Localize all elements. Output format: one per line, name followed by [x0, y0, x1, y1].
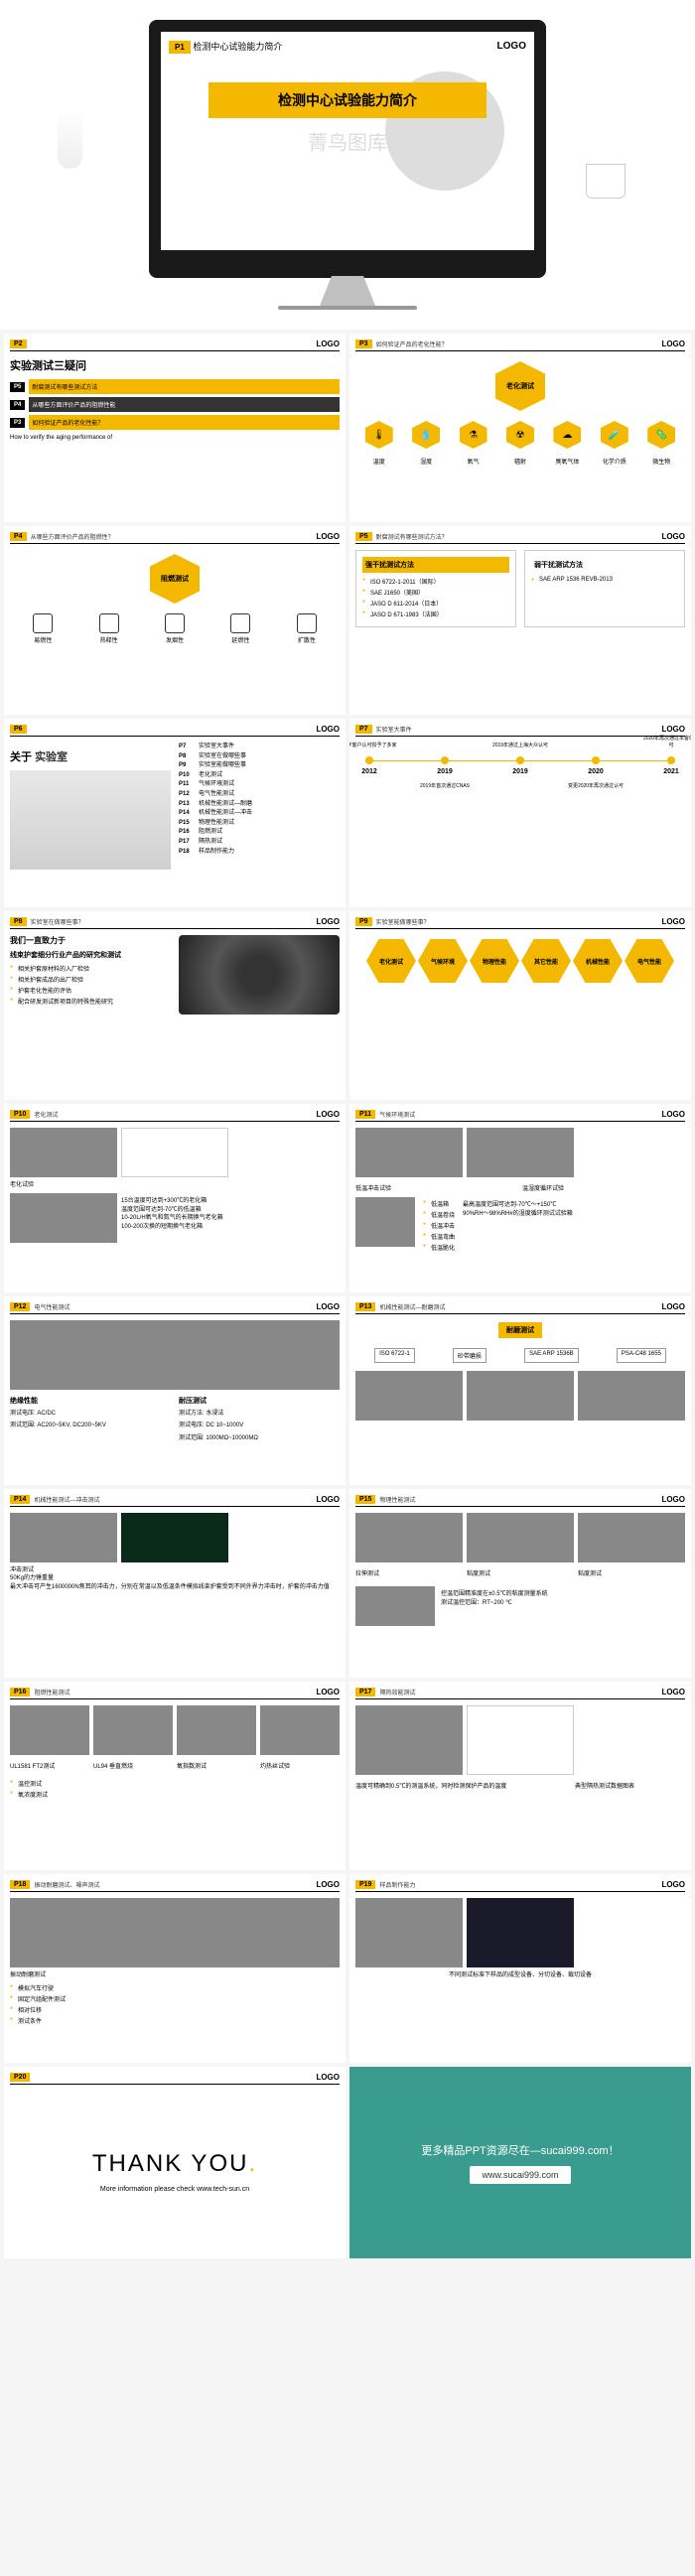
slide-p7: P7实验室大事件LOGO 投字客户认可授予了多家2012 2019年首次通过CN…: [349, 719, 691, 907]
aging-chart: [121, 1128, 228, 1177]
wire-harness-photo: [179, 935, 340, 1015]
slide-p2: P2LOGO 实验测试三疑问 P5耐腐测试有哪些测试方法 P4从哪些方面评价产品…: [4, 334, 346, 522]
vibration-photo: [10, 1898, 340, 1967]
promo-url[interactable]: www.sucai999.com: [470, 2166, 570, 2184]
climate-photo-3: [355, 1197, 415, 1247]
abrasion-photo-1: [355, 1371, 463, 1421]
question-2: 从哪些方面评价产品的阻燃性能: [29, 397, 340, 412]
slide-p20: P20LOGO THANK YOU. More information plea…: [4, 2067, 346, 2258]
title-slide: P1 检测中心试验能力简介 LOGO 检测中心试验能力简介 菁鸟图库: [161, 32, 534, 250]
abrasion-photo-3: [578, 1371, 685, 1421]
promo-slide: 更多精品PPT资源尽在—sucai999.com！ www.sucai999.c…: [349, 2067, 691, 2258]
flame-photo-3: [177, 1705, 256, 1755]
physical-photo-4: [355, 1586, 435, 1626]
diffuse-icon: [297, 613, 317, 633]
slide-p10: P10老化测试LOGO 老化试验 15台温度可达到+300℃的老化箱 温度范围可…: [4, 1104, 346, 1292]
page-tag: P1: [169, 41, 191, 54]
slide-p13: P13机械性能测试—耐磨测试LOGO 耐磨测试 ISO 6722-1 砂带磨损 …: [349, 1296, 691, 1485]
slide-p3: P3如何验证产品的老化性能？LOGO 老化测试 🌡💧⚗☢☁🧪🦠 温度湿度氧气辐射…: [349, 334, 691, 522]
physical-photo-3: [578, 1513, 685, 1562]
aging-badge: 老化测试: [495, 361, 545, 411]
flame-photo-4: [260, 1705, 340, 1755]
impact-chart: [121, 1513, 228, 1562]
slide-title: 实验测试三疑问: [10, 357, 340, 373]
hero-section: P1 检测中心试验能力简介 LOGO 检测中心试验能力简介 菁鸟图库: [0, 0, 695, 330]
monitor-frame: P1 检测中心试验能力简介 LOGO 检测中心试验能力简介 菁鸟图库: [149, 20, 546, 278]
slide-p12: P12电气性能测试LOGO 绝缘性能测试电压: AC/DC测试范围: AC200…: [4, 1296, 346, 1485]
abrasion-tree: 耐磨测试 ISO 6722-1 砂带磨损 SAE ARP 1536B PSA-C…: [355, 1322, 685, 1363]
thermal-photo: [355, 1705, 463, 1775]
slide-p9: P9实验室能做哪些事？LOGO 老化测试 气候环境 物理性能 其它性能 机械性能…: [349, 911, 691, 1100]
monitor-stand: [308, 276, 387, 306]
impact-desc: 冲击测试 50Kg的力锤重量 最大冲击可产生1600000N焦耳的冲击力，分别在…: [10, 1566, 340, 1591]
bio-icon: 🦠: [647, 421, 675, 449]
impact-photo-1: [10, 1513, 117, 1562]
vase-decoration: [40, 60, 99, 179]
flame-icon: [33, 613, 53, 633]
physical-photo-1: [355, 1513, 463, 1562]
weak-methods: 弱干扰测试方法 SAE ARP 1536 REVB-2013: [524, 550, 685, 627]
watermark: 菁鸟图库: [308, 127, 387, 156]
oxygen-icon: ⚗: [460, 421, 487, 449]
sample-photo-1: [355, 1898, 463, 1967]
humidity-icon: 💧: [412, 421, 440, 449]
slide-p18: P18振动耐磨测试、噪声测试LOGO 振动耐磨测试 模拟汽车行驶 固定汽组配件测…: [4, 1874, 346, 2063]
abrasion-photo-2: [467, 1371, 574, 1421]
slide-p5: P5耐腐测试有哪些测试方法？LOGO 强干扰测试方法 ISO 6722-1-20…: [349, 526, 691, 715]
slide-p14: P14机械性能测试—冲击测试LOGO 冲击测试 50Kg的力锤重量 最大冲击可产…: [4, 1489, 346, 1678]
slide-p4: P4从哪些方面评价产品的阻燃性？LOGO 阻燃测试 易燃性 热释性 发烟性 延燃…: [4, 526, 346, 715]
spread-icon: [230, 613, 250, 633]
toc: P7实验室大事件 P8实验室在做哪些事 P9实验室能做哪些事 P10老化测试 P…: [179, 743, 340, 876]
climate-photo-2: [467, 1128, 574, 1177]
slide-p11: P11气候环境测试LOGO 低温冲击试验温湿度循环试验 低温箱 低温卷烧 低温冲…: [349, 1104, 691, 1292]
note: How to verify the aging performance of: [10, 434, 340, 442]
flame-photo-1: [10, 1705, 89, 1755]
radiation-icon: ☢: [506, 421, 534, 449]
logo: LOGO: [316, 339, 340, 348]
question-3: 如何验证产品的老化性能？: [29, 415, 340, 430]
slides-grid: P2LOGO 实验测试三疑问 P5耐腐测试有哪些测试方法 P4从哪些方面评价产品…: [0, 330, 695, 2262]
monitor-base: [278, 306, 417, 310]
smoke-icon: [165, 613, 185, 633]
capability-hexgrid: 老化测试 气候环境 物理性能 其它性能 机械性能 电气性能: [355, 939, 685, 983]
lab-photo: [10, 770, 171, 870]
slide-p15: P15物理性能测试LOGO 拉伸测试粘度测试粘度测试 控温范围精准度在±0.5℃…: [349, 1489, 691, 1678]
factor-icons: 🌡 💧 ⚗ ☢ ☁ 🧪 🦠: [355, 421, 685, 449]
slide-p17: P17隔热效能测试LOGO 温度可精确到0.5℃的测温系统，同时检测保护产品的温…: [349, 1682, 691, 1870]
sample-photo-2: [467, 1898, 574, 1967]
promo-text: 更多精品PPT资源尽在—sucai999.com！: [421, 2142, 619, 2158]
slide-subtitle: 检测中心试验能力简介: [193, 42, 282, 52]
slide-p19: P19样品制作能力LOGO 不同测试标准下样品的成型设备、分切设备、裁切设备: [349, 1874, 691, 2063]
chemical-icon: 🧪: [601, 421, 628, 449]
aging-photo-1: [10, 1128, 117, 1177]
logo: LOGO: [497, 41, 526, 52]
page-tag: P2: [10, 339, 27, 348]
physical-photo-2: [467, 1513, 574, 1562]
question-1: 耐腐测试有哪些测试方法: [29, 379, 340, 394]
main-title: 检测中心试验能力简介: [208, 82, 486, 118]
aging-desc: 15台温度可达到+300℃的老化箱 温度范围可达到-70℃的低温箱 10-20L…: [121, 1197, 228, 1239]
slide-p6: P6LOGO 关于 实验室 P7实验室大事件 P8实验室在做哪些事 P9实验室能…: [4, 719, 346, 907]
slide-p16: P16阻燃性能测试LOGO UL1581 FT2测试UL94 垂直燃烧氧指数测试…: [4, 1682, 346, 1870]
thank-you: THANK YOU. More information please check…: [10, 2091, 340, 2252]
flame-badge: 阻燃测试: [150, 554, 200, 604]
climate-photo-1: [355, 1128, 463, 1177]
thermal-chart: [467, 1705, 574, 1775]
timeline: 投字客户认可授予了多家2012 2019年首次通过CNAS2019 2019年通…: [355, 756, 685, 764]
heat-icon: [99, 613, 119, 633]
aging-photo-2: [10, 1193, 117, 1243]
electrical-photo: [10, 1320, 340, 1390]
pencils-decoration: [586, 139, 635, 199]
temp-icon: 🌡: [365, 421, 393, 449]
strong-methods: 强干扰测试方法 ISO 6722-1-2011（国际） SAE J1650（美国…: [355, 550, 516, 627]
ozone-icon: ☁: [553, 421, 581, 449]
flame-photo-2: [93, 1705, 173, 1755]
slide-p8: P8实验室在做哪些事？LOGO 我们一直致力于 线束护套细分行业产品的研究和测试…: [4, 911, 346, 1100]
